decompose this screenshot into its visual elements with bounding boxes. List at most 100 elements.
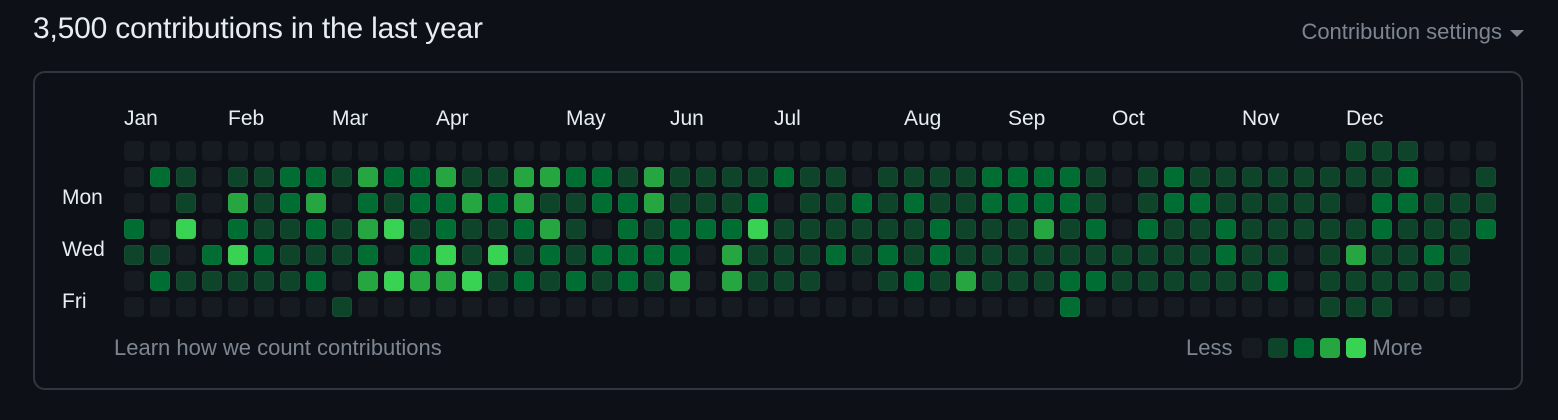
contribution-day-cell[interactable] <box>176 141 196 161</box>
contribution-day-cell[interactable] <box>1216 219 1236 239</box>
contribution-day-cell[interactable] <box>878 245 898 265</box>
contribution-day-cell[interactable] <box>436 141 456 161</box>
contribution-day-cell[interactable] <box>852 297 872 317</box>
contribution-day-cell[interactable] <box>124 219 144 239</box>
contribution-day-cell[interactable] <box>1216 167 1236 187</box>
contribution-day-cell[interactable] <box>202 167 222 187</box>
contribution-day-cell[interactable] <box>254 193 274 213</box>
contribution-day-cell[interactable] <box>1034 245 1054 265</box>
contribution-day-cell[interactable] <box>1164 193 1184 213</box>
contribution-day-cell[interactable] <box>384 141 404 161</box>
contribution-day-cell[interactable] <box>280 141 300 161</box>
contribution-day-cell[interactable] <box>1398 167 1418 187</box>
contribution-day-cell[interactable] <box>1294 297 1314 317</box>
contribution-day-cell[interactable] <box>1164 141 1184 161</box>
contribution-day-cell[interactable] <box>436 297 456 317</box>
contribution-day-cell[interactable] <box>592 219 612 239</box>
contribution-day-cell[interactable] <box>1242 141 1262 161</box>
contribution-day-cell[interactable] <box>618 219 638 239</box>
contribution-day-cell[interactable] <box>384 167 404 187</box>
contribution-day-cell[interactable] <box>306 219 326 239</box>
contribution-day-cell[interactable] <box>592 167 612 187</box>
contribution-day-cell[interactable] <box>904 219 924 239</box>
contribution-day-cell[interactable] <box>1268 193 1288 213</box>
contribution-day-cell[interactable] <box>410 245 430 265</box>
contribution-day-cell[interactable] <box>1346 167 1366 187</box>
contribution-day-cell[interactable] <box>722 271 742 291</box>
contribution-day-cell[interactable] <box>748 271 768 291</box>
contribution-day-cell[interactable] <box>540 271 560 291</box>
contribution-day-cell[interactable] <box>1372 193 1392 213</box>
contribution-day-cell[interactable] <box>1034 193 1054 213</box>
contribution-day-cell[interactable] <box>410 271 430 291</box>
contribution-day-cell[interactable] <box>1060 141 1080 161</box>
contribution-day-cell[interactable] <box>1294 245 1314 265</box>
contribution-day-cell[interactable] <box>696 167 716 187</box>
contribution-day-cell[interactable] <box>878 271 898 291</box>
contribution-day-cell[interactable] <box>670 193 690 213</box>
contribution-day-cell[interactable] <box>982 271 1002 291</box>
contribution-day-cell[interactable] <box>1190 245 1210 265</box>
contribution-day-cell[interactable] <box>384 245 404 265</box>
contribution-day-cell[interactable] <box>410 141 430 161</box>
contribution-day-cell[interactable] <box>462 193 482 213</box>
contribution-day-cell[interactable] <box>124 141 144 161</box>
contribution-day-cell[interactable] <box>1346 245 1366 265</box>
contribution-day-cell[interactable] <box>618 141 638 161</box>
contribution-day-cell[interactable] <box>1450 193 1470 213</box>
contribution-day-cell[interactable] <box>488 141 508 161</box>
contribution-day-cell[interactable] <box>592 245 612 265</box>
contribution-day-cell[interactable] <box>358 219 378 239</box>
contribution-day-cell[interactable] <box>1320 219 1340 239</box>
contribution-day-cell[interactable] <box>358 245 378 265</box>
contribution-day-cell[interactable] <box>670 167 690 187</box>
contribution-day-cell[interactable] <box>1138 245 1158 265</box>
contribution-day-cell[interactable] <box>1190 167 1210 187</box>
contribution-day-cell[interactable] <box>930 193 950 213</box>
contribution-day-cell[interactable] <box>280 219 300 239</box>
contribution-day-cell[interactable] <box>488 219 508 239</box>
contribution-day-cell[interactable] <box>1294 141 1314 161</box>
contribution-day-cell[interactable] <box>1060 271 1080 291</box>
contribution-day-cell[interactable] <box>618 297 638 317</box>
contribution-day-cell[interactable] <box>228 167 248 187</box>
contribution-day-cell[interactable] <box>1034 297 1054 317</box>
contribution-day-cell[interactable] <box>410 167 430 187</box>
contribution-day-cell[interactable] <box>1008 167 1028 187</box>
contribution-day-cell[interactable] <box>280 245 300 265</box>
contribution-day-cell[interactable] <box>488 193 508 213</box>
contribution-day-cell[interactable] <box>566 193 586 213</box>
contribution-day-cell[interactable] <box>202 271 222 291</box>
contribution-day-cell[interactable] <box>1112 271 1132 291</box>
contribution-day-cell[interactable] <box>228 219 248 239</box>
contribution-day-cell[interactable] <box>1476 167 1496 187</box>
contribution-day-cell[interactable] <box>566 141 586 161</box>
contribution-day-cell[interactable] <box>254 271 274 291</box>
contribution-day-cell[interactable] <box>696 271 716 291</box>
contribution-day-cell[interactable] <box>1086 245 1106 265</box>
contribution-day-cell[interactable] <box>826 141 846 161</box>
contribution-day-cell[interactable] <box>1008 219 1028 239</box>
contribution-day-cell[interactable] <box>1086 271 1106 291</box>
contribution-day-cell[interactable] <box>540 167 560 187</box>
contribution-day-cell[interactable] <box>488 271 508 291</box>
contribution-day-cell[interactable] <box>1320 193 1340 213</box>
contribution-day-cell[interactable] <box>1190 141 1210 161</box>
contribution-day-cell[interactable] <box>1216 141 1236 161</box>
contribution-day-cell[interactable] <box>982 167 1002 187</box>
contribution-day-cell[interactable] <box>1112 167 1132 187</box>
contribution-day-cell[interactable] <box>436 167 456 187</box>
contribution-day-cell[interactable] <box>1372 271 1392 291</box>
contribution-day-cell[interactable] <box>696 141 716 161</box>
contribution-day-cell[interactable] <box>722 141 742 161</box>
contribution-day-cell[interactable] <box>566 271 586 291</box>
contribution-day-cell[interactable] <box>436 193 456 213</box>
contribution-day-cell[interactable] <box>826 193 846 213</box>
contribution-day-cell[interactable] <box>800 297 820 317</box>
contribution-day-cell[interactable] <box>904 297 924 317</box>
contribution-day-cell[interactable] <box>904 193 924 213</box>
contribution-day-cell[interactable] <box>384 271 404 291</box>
contribution-day-cell[interactable] <box>1268 219 1288 239</box>
contribution-day-cell[interactable] <box>514 219 534 239</box>
contribution-day-cell[interactable] <box>1190 193 1210 213</box>
